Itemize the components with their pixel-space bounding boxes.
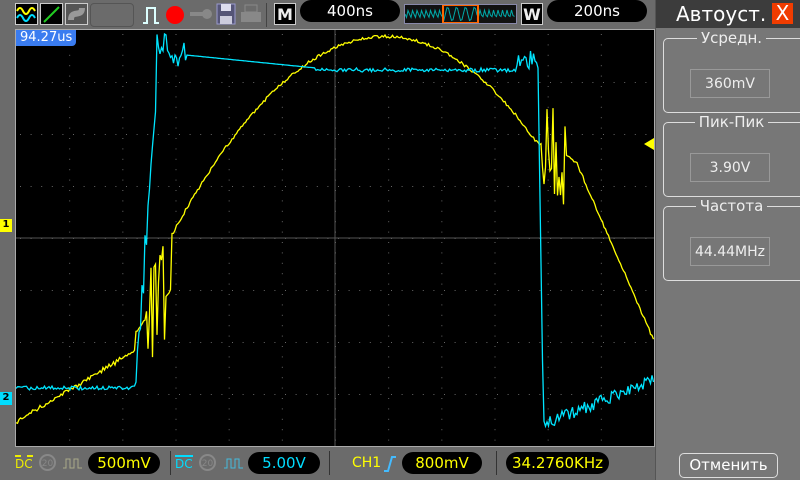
persist-icon[interactable] [65, 3, 88, 25]
average-group[interactable]: Усредн. 360mV [663, 38, 800, 113]
window-overview[interactable] [404, 4, 517, 24]
frequency-group[interactable]: Частота 44.44MHz [663, 206, 800, 281]
main-timebase-button[interactable]: M [274, 3, 296, 25]
graticule [16, 30, 654, 446]
ch2-marker[interactable]: 2 [0, 392, 12, 405]
trigger-frequency: 34.2760KHz [506, 452, 609, 474]
waveform-display[interactable]: 94.27us [15, 29, 655, 447]
ch1-bw-limit[interactable]: 20 [39, 454, 56, 471]
ch1-pulse-icon [63, 456, 83, 470]
save-icon[interactable] [216, 3, 236, 25]
trigger-level-marker[interactable] [644, 138, 654, 150]
print-icon[interactable] [240, 4, 262, 24]
peak-peak-value: 3.90V [690, 153, 770, 182]
top-toolbar: M 400ns W 200ns [0, 0, 655, 29]
trigger-position-readout: 94.27us [16, 30, 76, 46]
key-icon[interactable] [190, 8, 212, 20]
average-value: 360mV [690, 69, 770, 98]
window-timebase-readout[interactable]: 200ns [547, 0, 647, 22]
trigger-level[interactable]: 800mV [402, 452, 482, 474]
ch2-pulse-icon [224, 456, 244, 470]
divider [266, 3, 267, 27]
rising-edge-icon [383, 455, 397, 473]
autoset-panel: Автоуст. X Усредн. 360mV Пик-Пик 3.90V Ч… [655, 0, 800, 480]
close-button[interactable]: X [772, 3, 793, 24]
peak-peak-group[interactable]: Пик-Пик 3.90V [663, 122, 800, 197]
timebase-readout[interactable]: 400ns [300, 0, 400, 22]
ch2-scale[interactable]: 5.00V [248, 452, 320, 474]
record-icon[interactable] [166, 6, 184, 24]
cursor-icon[interactable] [40, 3, 63, 25]
peak-peak-label: Пик-Пик [695, 113, 769, 131]
frequency-value: 44.44MHz [690, 237, 770, 266]
ch2-bw-limit[interactable]: 20 [199, 454, 216, 471]
bottom-status-bar: DC 20 500mV DC 20 5.00V CH1 800mV 34.276… [0, 447, 655, 480]
trigger-source[interactable]: CH1 [352, 455, 381, 471]
window-timebase-button[interactable]: W [521, 3, 543, 25]
channels-icon[interactable] [15, 3, 38, 25]
frequency-label: Частота [696, 197, 768, 215]
ch1-coupling[interactable]: DC [15, 455, 33, 471]
cancel-button[interactable]: Отменить [679, 453, 778, 478]
average-label: Усредн. [697, 29, 766, 47]
trigger-pulse-icon[interactable] [141, 5, 161, 25]
ch1-scale[interactable]: 500mV [88, 452, 160, 474]
ch1-marker[interactable]: 1 [0, 219, 12, 232]
empty-slot [90, 3, 134, 27]
ch2-coupling[interactable]: DC [175, 455, 193, 471]
